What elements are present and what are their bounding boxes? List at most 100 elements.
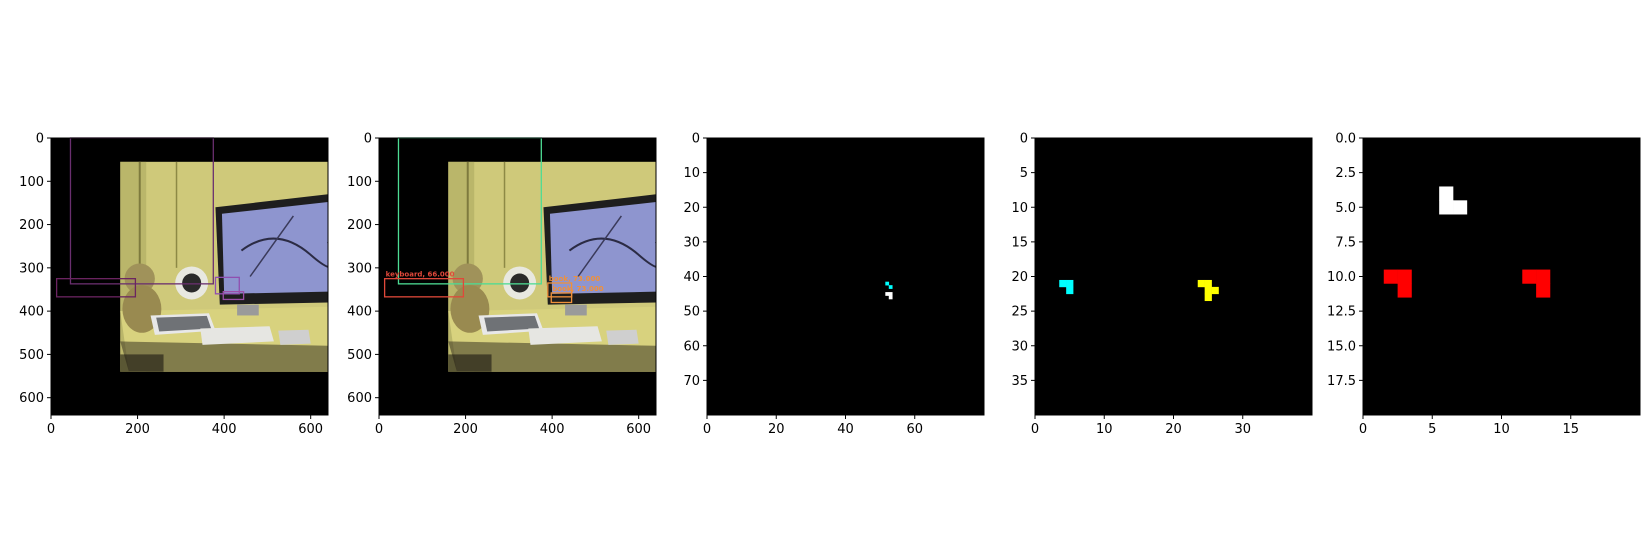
heatmap-cell (1383, 269, 1398, 284)
y-tick-label: 500 (19, 348, 44, 363)
y-tick-label: 20 (1011, 270, 1028, 285)
subplot-4: 0 10 20 30 0 5 10 15 20 25 30 35 (1011, 132, 1313, 437)
heatmap-cell (1397, 283, 1412, 298)
subplot-2: keyboard, 66.000 book, 73.000 book, 73.000… (347, 132, 657, 437)
heatmap-cell (1204, 279, 1212, 288)
x-tick-label: 10 (1096, 422, 1113, 437)
x-tick-label: 5 (1428, 422, 1436, 437)
axes-frame (50, 137, 329, 416)
y-tick-label: 40 (683, 270, 700, 285)
heatmap-cell (885, 292, 890, 296)
heatmap-cell (1536, 283, 1551, 298)
y-tick-label: 35 (1011, 374, 1028, 389)
y-tick-label: 300 (347, 261, 372, 276)
heatmap-cell (1397, 269, 1412, 284)
x-tick-label: 400 (212, 422, 237, 437)
y-tick-label: 400 (19, 305, 44, 320)
detection-box (383, 278, 465, 298)
heatmap-cell (885, 281, 890, 286)
y-tick-label: 10 (1011, 201, 1028, 216)
y-tick-label: 0 (36, 132, 44, 147)
heatmap-cell (1536, 269, 1551, 284)
x-tick-label: 0 (1359, 422, 1367, 437)
x-tick-label: 0 (1031, 422, 1039, 437)
x-tick-label: 60 (906, 422, 923, 437)
heatmap-cell (1059, 279, 1067, 288)
desk-photo (51, 138, 328, 415)
y-tick-label: 0 (1020, 132, 1028, 147)
axes-frame (378, 137, 657, 416)
x-tick-label: 200 (125, 422, 150, 437)
y-tick-label: 20 (683, 201, 700, 216)
heatmap-cell (1066, 279, 1074, 288)
y-tick-label: 30 (683, 235, 700, 250)
heatmap-background (707, 138, 984, 415)
y-tick-label: 200 (19, 218, 44, 233)
y-tick-label: 7.5 (1335, 235, 1356, 250)
detection-label: book, 73.000 (552, 285, 604, 293)
desk-photo (379, 138, 656, 415)
y-tick-label: 70 (683, 374, 700, 389)
y-tick-label: 100 (347, 175, 372, 190)
subplot-3: 0 20 40 60 0 10 20 30 40 50 60 70 (683, 132, 985, 437)
y-tick-label: 600 (19, 391, 44, 406)
y-tick-label: 5 (1020, 166, 1028, 181)
y-tick-label: 30 (1011, 339, 1028, 354)
y-tick-label: 600 (347, 391, 372, 406)
x-tick-label: 40 (837, 422, 854, 437)
heatmap-cell (888, 295, 893, 300)
heatmap-cell (1211, 286, 1219, 295)
y-tick-label: 15.0 (1327, 339, 1356, 354)
y-tick-label: 60 (683, 339, 700, 354)
y-tick-label: 200 (347, 218, 372, 233)
x-tick-label: 20 (768, 422, 785, 437)
heatmap-cell (1439, 200, 1454, 215)
subplot-1: 0 200 400 600 0 100 200 300 400 500 600 (19, 132, 329, 437)
y-tick-label: 15 (1011, 235, 1028, 250)
x-tick-label: 20 (1165, 422, 1182, 437)
x-tick-label: 600 (298, 422, 323, 437)
subplot-5: 0 5 10 15 0.0 2.5 5.0 7.5 10.0 12.5 15.0 17.5 (1327, 132, 1641, 437)
y-tick-label: 12.5 (1327, 305, 1356, 320)
detection-label: keyboard, 66.000 (386, 271, 455, 279)
y-tick-label: 0 (692, 132, 700, 147)
x-tick-label: 0 (375, 422, 383, 437)
y-tick-label: 25 (1011, 305, 1028, 320)
heatmap-cell (1453, 200, 1468, 215)
y-tick-label: 50 (683, 305, 700, 320)
x-tick-label: 0 (703, 422, 711, 437)
heatmap-cell (1204, 286, 1212, 295)
y-tick-label: 17.5 (1327, 374, 1356, 389)
heatmap-cell (1522, 269, 1537, 284)
x-tick-label: 0 (47, 422, 55, 437)
x-tick-label: 15 (1562, 422, 1579, 437)
heatmap-cell (1204, 293, 1212, 302)
heatmap-cell (1066, 286, 1074, 295)
y-tick-label: 10 (683, 166, 700, 181)
y-tick-label: 0.0 (1335, 132, 1356, 147)
detection-box (550, 292, 573, 304)
x-tick-label: 10 (1493, 422, 1510, 437)
x-tick-label: 200 (453, 422, 478, 437)
detection-label: book, 73.000 (549, 275, 601, 283)
y-tick-label: 0 (364, 132, 372, 147)
y-tick-label: 300 (19, 261, 44, 276)
heatmap-cell (888, 285, 893, 289)
detection-box (214, 276, 240, 295)
y-tick-label: 5.0 (1335, 201, 1356, 216)
heatmap-background (1035, 138, 1312, 415)
detection-box (222, 290, 245, 301)
detection-box (547, 282, 573, 298)
y-tick-label: 400 (347, 305, 372, 320)
heatmap-cell (888, 292, 893, 296)
y-tick-label: 500 (347, 348, 372, 363)
x-tick-label: 400 (540, 422, 565, 437)
detection-box (55, 278, 137, 298)
heatmap-cell (1439, 186, 1454, 201)
heatmap-cell (1197, 279, 1205, 288)
y-tick-label: 2.5 (1335, 166, 1356, 181)
y-tick-label: 100 (19, 175, 44, 190)
x-tick-label: 30 (1234, 422, 1251, 437)
x-tick-label: 600 (626, 422, 651, 437)
